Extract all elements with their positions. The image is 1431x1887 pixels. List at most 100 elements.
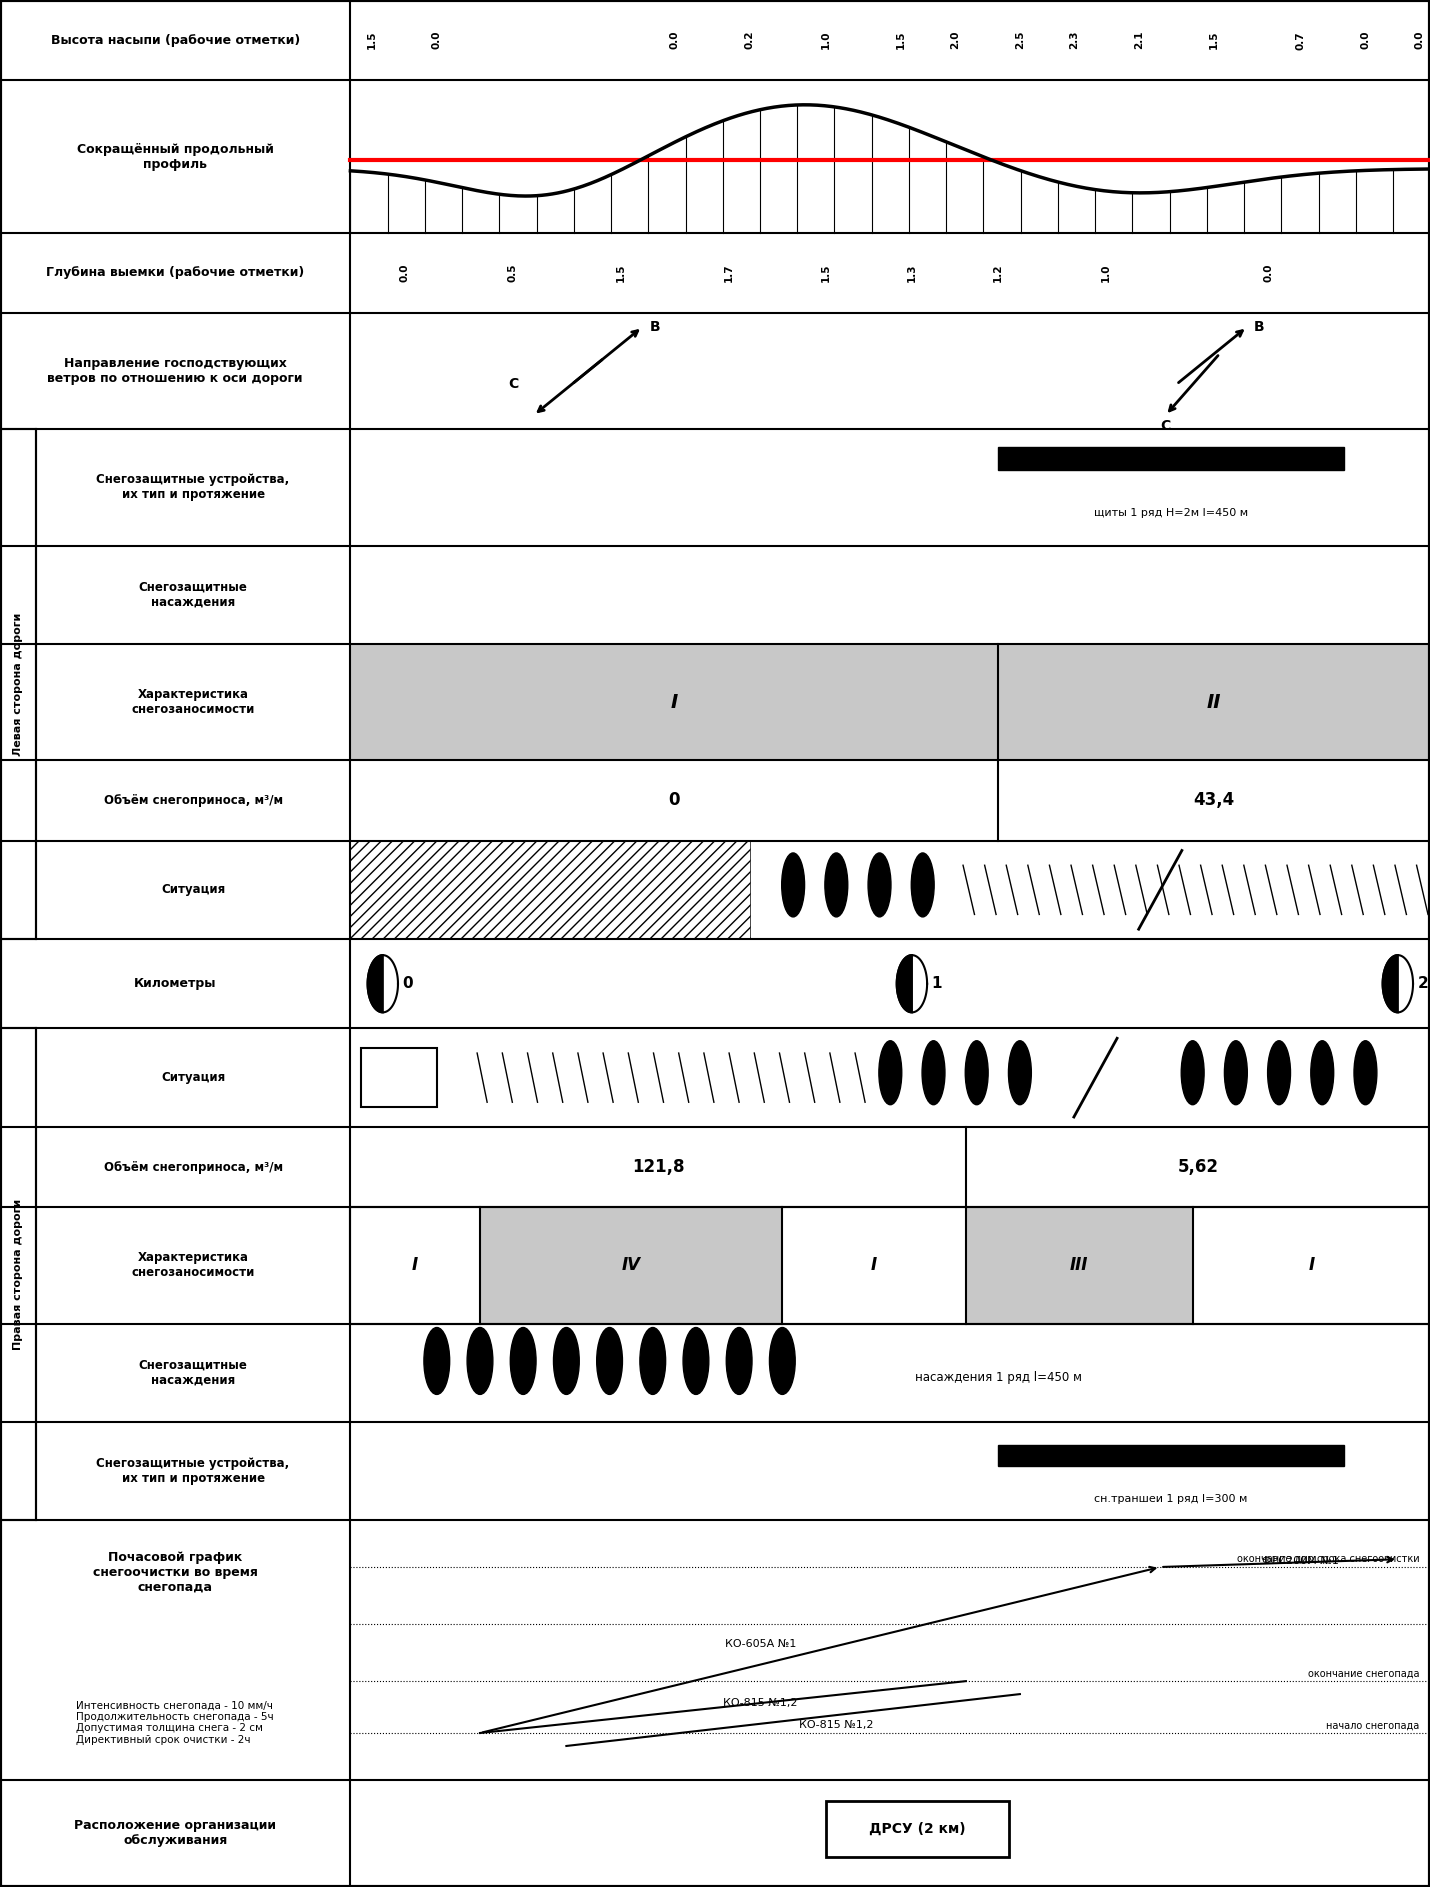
Text: 1.5: 1.5: [1209, 30, 1219, 49]
Text: 1.5: 1.5: [896, 30, 906, 49]
Text: В: В: [1254, 321, 1265, 334]
Text: 43,4: 43,4: [1193, 791, 1235, 810]
Bar: [999, 1445, 1344, 1466]
Ellipse shape: [1354, 1042, 1377, 1104]
Ellipse shape: [912, 853, 934, 917]
Text: Километры: Километры: [135, 977, 216, 991]
Text: С: С: [1161, 419, 1171, 434]
Bar: [351, 1208, 479, 1323]
Ellipse shape: [597, 1328, 622, 1394]
Bar: [783, 1208, 966, 1323]
Text: КО-815 №1,2: КО-815 №1,2: [798, 1721, 873, 1730]
Ellipse shape: [770, 1328, 796, 1394]
Bar: [351, 1208, 1430, 1323]
Text: 5,62: 5,62: [1178, 1159, 1219, 1176]
Text: Левая сторона дороги: Левая сторона дороги: [13, 613, 23, 757]
Text: 1.2: 1.2: [993, 264, 1003, 281]
Ellipse shape: [966, 1042, 989, 1104]
Ellipse shape: [1268, 1042, 1291, 1104]
Text: 0.7: 0.7: [1295, 30, 1305, 49]
Text: 0: 0: [402, 976, 414, 991]
Text: Направление господствующих
ветров по отношению к оси дороги: Направление господствующих ветров по отн…: [47, 357, 303, 385]
Ellipse shape: [683, 1328, 708, 1394]
Text: 0.2: 0.2: [746, 30, 756, 49]
Text: 1: 1: [932, 976, 942, 991]
Text: ФРС200М №1: ФРС200М №1: [1262, 1555, 1339, 1566]
Ellipse shape: [467, 1328, 492, 1394]
Text: Расположение организации
обслуживания: Расположение организации обслуживания: [74, 1819, 276, 1847]
Text: Высота насыпи (рабочие отметки): Высота насыпи (рабочие отметки): [50, 34, 301, 47]
Text: 1.5: 1.5: [820, 264, 830, 281]
Text: 1.0: 1.0: [820, 30, 830, 49]
Text: Снегозащитные устройства,
их тип и протяжение: Снегозащитные устройства, их тип и протя…: [96, 1457, 289, 1485]
Text: 2.3: 2.3: [1069, 30, 1079, 49]
Ellipse shape: [1311, 1042, 1334, 1104]
Ellipse shape: [511, 1328, 537, 1394]
Text: 2.1: 2.1: [1133, 30, 1143, 49]
Ellipse shape: [1225, 1042, 1248, 1104]
Text: I: I: [412, 1257, 418, 1274]
Bar: [999, 643, 1430, 760]
Ellipse shape: [1009, 1042, 1032, 1104]
Text: Глубина выемки (рабочие отметки): Глубина выемки (рабочие отметки): [46, 266, 305, 279]
Bar: [826, 1802, 1009, 1857]
Text: С: С: [508, 377, 518, 391]
Text: КО-605А №1: КО-605А №1: [726, 1638, 797, 1649]
Text: Снегозащитные
насаждения: Снегозащитные насаждения: [139, 581, 248, 610]
Text: Характеристика
снегозаносимости: Характеристика снегозаносимости: [132, 689, 255, 715]
Text: II: II: [1206, 693, 1222, 711]
Ellipse shape: [879, 1042, 902, 1104]
Text: 121,8: 121,8: [633, 1159, 684, 1176]
Polygon shape: [368, 955, 384, 1011]
Text: I: I: [1308, 1257, 1315, 1274]
Text: окончание дир.срока снегоочистки: окончание дир.срока снегоочистки: [1236, 1555, 1420, 1564]
Text: 2.5: 2.5: [1015, 30, 1025, 49]
Text: окончание снегопада: окончание снегопада: [1308, 1668, 1420, 1679]
Text: 0.0: 0.0: [1264, 264, 1274, 281]
Text: 1.0: 1.0: [1102, 264, 1112, 281]
Text: Ситуация: Ситуация: [160, 883, 225, 896]
Text: 1.3: 1.3: [907, 264, 917, 281]
Text: 1.7: 1.7: [723, 264, 733, 281]
Text: III: III: [1070, 1257, 1089, 1274]
Text: Сокращённый продольный
профиль: Сокращённый продольный профиль: [77, 143, 273, 170]
Text: Объём снегоприноса, м³/м: Объём снегоприноса, м³/м: [103, 1161, 283, 1174]
Text: Объём снегоприноса, м³/м: Объём снегоприноса, м³/м: [103, 794, 283, 808]
Bar: [0, 428, 36, 940]
Text: ДРСУ (2 км): ДРСУ (2 км): [869, 1823, 966, 1836]
Text: 0.0: 0.0: [399, 264, 409, 281]
Text: КО-815 №1,2: КО-815 №1,2: [724, 1698, 798, 1708]
Text: 2: 2: [1417, 976, 1428, 991]
Text: Снегозащитные устройства,
их тип и протяжение: Снегозащитные устройства, их тип и протя…: [96, 474, 289, 502]
Text: IV: IV: [621, 1257, 641, 1274]
Ellipse shape: [727, 1328, 753, 1394]
Text: 0.0: 0.0: [1414, 30, 1424, 49]
Text: 1.5: 1.5: [615, 264, 625, 281]
Polygon shape: [897, 955, 912, 1011]
Bar: [1192, 1208, 1430, 1323]
Text: 0: 0: [668, 791, 680, 810]
Text: 0.0: 0.0: [670, 30, 680, 49]
Ellipse shape: [424, 1328, 449, 1394]
Bar: [966, 1208, 1192, 1323]
Text: Почасовой график
снегоочистки во время
снегопада: Почасовой график снегоочистки во время с…: [93, 1551, 258, 1595]
Bar: [361, 1047, 436, 1108]
Ellipse shape: [554, 1328, 580, 1394]
Text: начало снегопада: начало снегопада: [1327, 1721, 1420, 1730]
Polygon shape: [1382, 955, 1398, 1011]
Ellipse shape: [824, 853, 847, 917]
Text: 0.0: 0.0: [1361, 30, 1371, 49]
Text: Правая сторона дороги: Правая сторона дороги: [13, 1198, 23, 1349]
Text: 1.5: 1.5: [366, 30, 376, 49]
Text: 0.0: 0.0: [432, 30, 442, 49]
Ellipse shape: [869, 853, 892, 917]
Bar: [479, 1208, 783, 1323]
Ellipse shape: [781, 853, 804, 917]
Ellipse shape: [922, 1042, 944, 1104]
Text: Ситуация: Ситуация: [160, 1072, 225, 1085]
Text: щиты 1 ряд Н=2м l=450 м: щиты 1 ряд Н=2м l=450 м: [1095, 508, 1248, 517]
Ellipse shape: [1181, 1042, 1203, 1104]
Bar: [999, 447, 1344, 470]
Text: Снегозащитные
насаждения: Снегозащитные насаждения: [139, 1359, 248, 1387]
Text: Характеристика
снегозаносимости: Характеристика снегозаносимости: [132, 1251, 255, 1279]
